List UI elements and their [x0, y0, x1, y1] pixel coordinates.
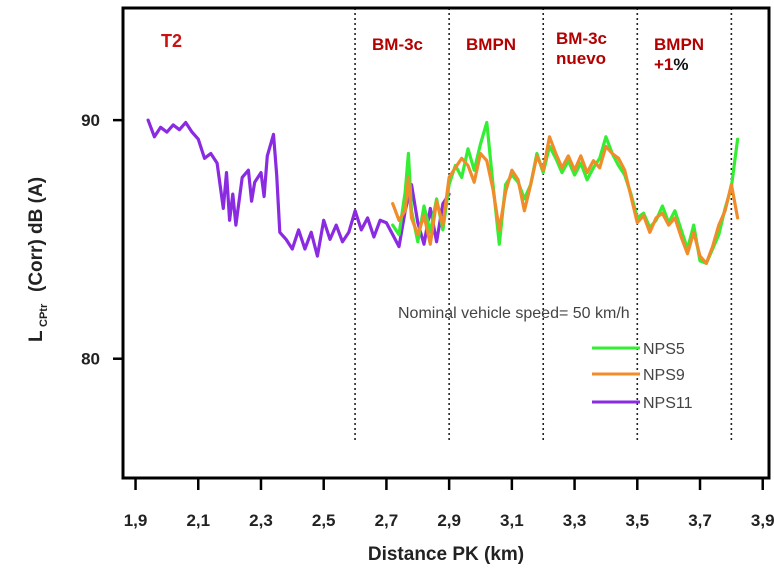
series-lines: [146, 118, 740, 265]
x-tick-label: 2,1: [186, 511, 210, 530]
y-axis-title: L CPtr (Corr) dB (A): [26, 177, 50, 342]
x-axis-title: Distance PK (km): [368, 544, 524, 565]
panel-label: T2: [161, 31, 182, 51]
section-dividers: [354, 8, 733, 440]
x-tick-label: 2,9: [437, 511, 461, 530]
speed-annotation: Nominal vehicle speed= 50 km/h: [398, 305, 630, 322]
x-axis-ticks: 1,9 2,1 2,3 2,5 2,7 2,9 3,1 3,3 3,5 3,7 3,9: [124, 478, 774, 530]
section-label-bmpn-plus: BMPN +1%: [654, 35, 709, 74]
legend-label-nps11: NPS11: [643, 395, 693, 412]
series-line-nps9: [391, 135, 740, 265]
legend-label-nps5: NPS5: [643, 341, 685, 358]
series-line-nps11: [146, 118, 451, 258]
legend-label-nps9: NPS9: [643, 367, 685, 384]
section-label-bmpn: BMPN: [466, 35, 516, 54]
section-label-bm3c-nuevo: BM-3c nuevo: [556, 29, 612, 68]
x-tick-label: 3,1: [500, 511, 524, 530]
x-tick-label: 2,5: [312, 511, 336, 530]
plot-frame: [121, 6, 771, 480]
x-tick-label: 2,3: [249, 511, 273, 530]
svg-text:L: L: [26, 330, 47, 342]
series-line-nps5: [391, 120, 740, 265]
x-tick-label: 3,7: [688, 511, 712, 530]
x-tick-label: 3,5: [625, 511, 649, 530]
x-tick-label: 2,7: [375, 511, 399, 530]
y-tick-label: 80: [81, 350, 100, 369]
x-tick-label: 1,9: [124, 511, 148, 530]
svg-text:(Corr) dB (A): (Corr) dB (A): [26, 177, 47, 292]
y-axis-ticks: 80 90: [81, 111, 123, 369]
legend: NPS5 NPS9 NPS11: [592, 341, 693, 412]
x-tick-label: 3,3: [563, 511, 587, 530]
y-tick-label: 90: [81, 111, 100, 130]
svg-text:CPtr: CPtr: [38, 303, 50, 327]
x-tick-label: 3,9: [751, 511, 774, 530]
section-label-bm3c: BM-3c: [372, 35, 423, 54]
